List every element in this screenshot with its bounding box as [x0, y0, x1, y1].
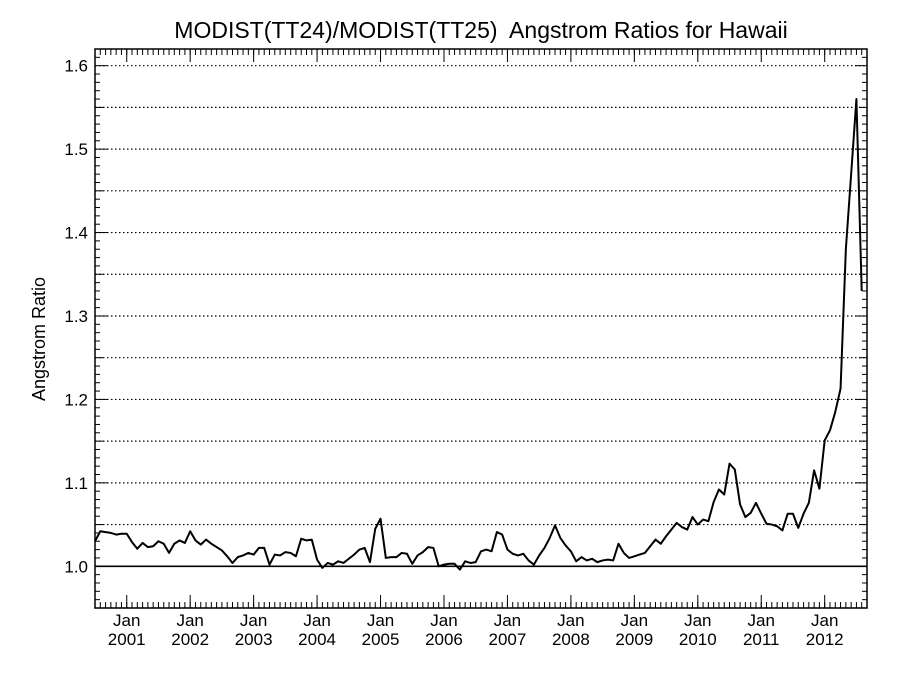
x-tick-month-label: Jan: [748, 611, 775, 630]
tick-labels: 1.01.11.21.31.41.51.6Jan2001Jan2002Jan20…: [64, 57, 843, 649]
x-tick-year-label: 2011: [743, 630, 780, 649]
y-tick-label: 1.0: [64, 557, 88, 576]
x-tick-year-label: 2006: [425, 630, 463, 649]
x-tick-year-label: 2002: [171, 630, 209, 649]
y-axis-label: Angstrom Ratio: [29, 277, 49, 401]
x-tick-month-label: Jan: [557, 611, 584, 630]
y-tick-label: 1.2: [64, 390, 88, 409]
x-tick-month-label: Jan: [494, 611, 521, 630]
series-line: [94, 98, 863, 571]
y-tick-label: 1.6: [64, 57, 88, 76]
x-tick-month-label: Jan: [113, 611, 140, 630]
x-tick-year-label: 2003: [235, 630, 273, 649]
x-tick-month-label: Jan: [684, 611, 711, 630]
x-tick-month-label: Jan: [303, 611, 330, 630]
x-tick-year-label: 2012: [806, 630, 844, 649]
y-tick-label: 1.1: [64, 474, 88, 493]
x-tick-year-label: 2009: [615, 630, 653, 649]
x-tick-year-label: 2001: [108, 630, 146, 649]
x-tick-month-label: Jan: [430, 611, 457, 630]
x-tick-month-label: Jan: [621, 611, 648, 630]
series-group: [94, 98, 863, 571]
x-tick-year-label: 2010: [679, 630, 717, 649]
plot-frame: [94, 48, 868, 609]
chart-title: MODIST(TT24)/MODIST(TT25) Angstrom Ratio…: [174, 17, 787, 43]
gridlines: [95, 65, 867, 609]
x-tick-year-label: 2007: [489, 630, 527, 649]
y-tick-label: 1.3: [64, 307, 88, 326]
x-tick-year-label: 2004: [298, 630, 336, 649]
x-tick-month-label: Jan: [811, 611, 838, 630]
axis-ticks: [94, 48, 868, 609]
y-tick-label: 1.4: [64, 224, 88, 243]
x-tick-year-label: 2008: [552, 630, 590, 649]
x-tick-month-label: Jan: [176, 611, 203, 630]
y-tick-label: 1.5: [64, 140, 88, 159]
x-tick-year-label: 2005: [362, 630, 400, 649]
x-tick-month-label: Jan: [240, 611, 267, 630]
x-tick-month-label: Jan: [367, 611, 394, 630]
